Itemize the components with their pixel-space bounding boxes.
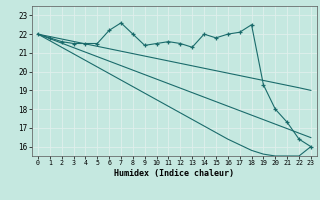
X-axis label: Humidex (Indice chaleur): Humidex (Indice chaleur)	[115, 169, 234, 178]
